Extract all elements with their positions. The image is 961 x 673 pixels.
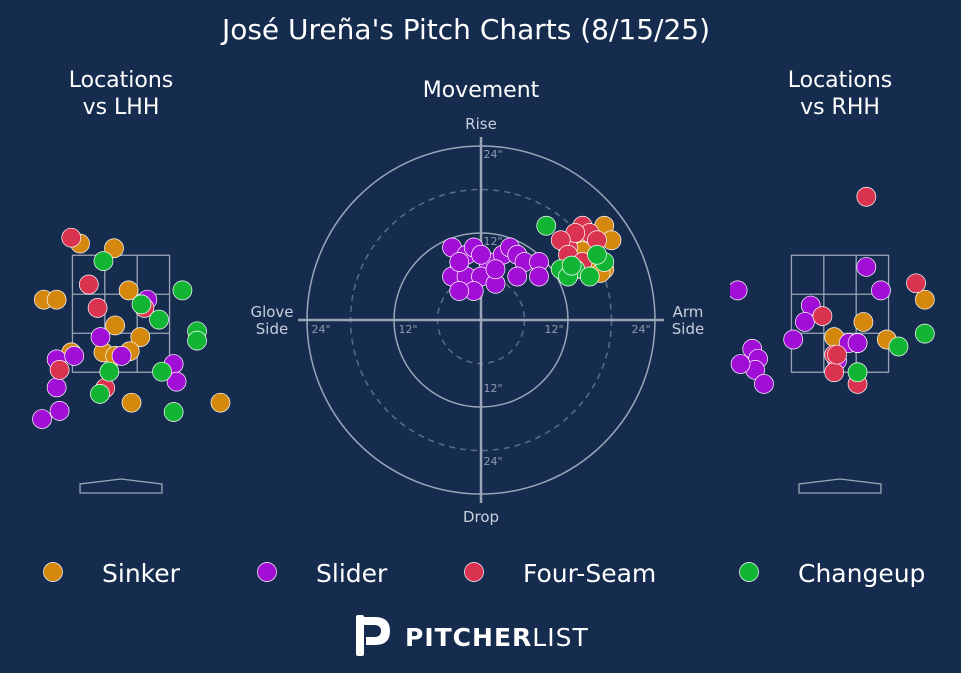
legend-label: Sinker xyxy=(102,559,181,588)
pitch-point-four-seam xyxy=(61,227,82,248)
home-plate xyxy=(798,478,882,494)
axis-label-drop: Drop xyxy=(463,508,499,526)
pitch-point-slider xyxy=(111,346,132,366)
pitch-point-slider xyxy=(856,257,877,277)
pitch-point-sinker xyxy=(130,327,151,347)
pitch-point-changeup xyxy=(93,251,114,271)
legend-label: Slider xyxy=(316,559,388,588)
pitch-point-sinker xyxy=(105,315,126,336)
pitch-point-four-seam xyxy=(856,186,877,207)
pitch-point-slider xyxy=(795,312,815,332)
movement-point-slider xyxy=(449,252,470,272)
pitcherlist-logo-text: PITCHERLIST xyxy=(405,623,589,652)
pitch-point-changeup xyxy=(172,280,193,301)
pitch-point-four-seam xyxy=(824,362,845,383)
pitch-points xyxy=(32,227,231,429)
legend-item-sinker: Sinker xyxy=(43,559,181,588)
ring-label: 12" xyxy=(398,323,417,336)
movement-point-changeup xyxy=(561,255,582,276)
pitch-point-slider xyxy=(49,401,70,421)
movement-point-slider xyxy=(471,244,491,265)
movement-point-changeup xyxy=(587,244,607,265)
legend-marker xyxy=(464,562,484,582)
movement-point-slider xyxy=(485,259,506,280)
pitch-point-slider xyxy=(90,327,111,347)
legend-item-slider: Slider xyxy=(257,559,388,588)
pitch-point-four-seam xyxy=(78,274,99,295)
pitch-points xyxy=(730,186,935,394)
pitch-point-sinker xyxy=(210,392,231,413)
legend-item-four-seam: Four-Seam xyxy=(464,559,656,588)
pitch-point-slider xyxy=(847,333,868,353)
pitch-point-four-seam xyxy=(87,298,108,318)
pitch-point-slider xyxy=(166,371,187,392)
pitcherlist-logo-mark xyxy=(356,615,390,656)
pitch-point-four-seam xyxy=(827,344,847,365)
panel-title: Movement xyxy=(423,78,540,103)
pitch-point-changeup xyxy=(99,361,120,382)
panel-title: Locations vs LHH xyxy=(69,68,174,120)
axis-label-rise: Rise xyxy=(465,115,497,133)
pitch-point-changeup xyxy=(131,294,152,315)
pitch-point-changeup xyxy=(163,402,184,422)
pitch-point-slider xyxy=(730,280,748,301)
movement-point-changeup xyxy=(536,215,557,236)
ring-label: 24" xyxy=(483,455,502,468)
pitch-point-four-seam xyxy=(906,273,926,294)
pitch-point-changeup xyxy=(90,384,110,404)
pitch-point-four-seam xyxy=(812,306,833,326)
ring-label: 12" xyxy=(483,382,502,395)
pitch-point-sinker xyxy=(914,289,935,310)
legend-label: Four-Seam xyxy=(523,559,656,588)
movement-panel: Movement Rise Drop Glove Side Arm Side 24" 12" 12… xyxy=(250,78,704,526)
legend-marker xyxy=(43,562,63,582)
ring-label: 12" xyxy=(544,323,563,336)
pitch-point-slider xyxy=(32,409,52,429)
figure-title: José Ureña's Pitch Charts (8/15/25) xyxy=(220,13,710,46)
pitcherlist-logo: PITCHERLIST xyxy=(356,615,589,656)
pitch-point-slider xyxy=(64,346,85,366)
axis-label-glove-side: Glove Side xyxy=(250,303,293,338)
pitch-point-four-seam xyxy=(49,360,70,380)
pitch-point-slider xyxy=(46,377,67,398)
home-plate xyxy=(79,478,163,494)
strike-zone-box xyxy=(71,254,171,373)
ring-label: 24" xyxy=(311,323,330,336)
pitch-point-slider xyxy=(754,374,774,394)
ring-label: 24" xyxy=(483,148,502,161)
lhh-locations-panel: Locations vs LHH xyxy=(32,68,231,494)
movement-point-slider xyxy=(449,281,470,301)
legend-marker xyxy=(257,562,277,582)
pitch-point-changeup xyxy=(187,330,207,351)
pitch-point-slider xyxy=(730,354,751,374)
pitch-point-slider xyxy=(783,329,804,350)
pitch-point-changeup xyxy=(152,361,172,382)
movement-point-slider xyxy=(529,266,549,287)
ring-label: 24" xyxy=(631,323,650,336)
pitch-point-changeup xyxy=(847,362,868,383)
movement-points xyxy=(442,215,622,301)
legend-label: Changeup xyxy=(798,559,925,588)
pitch-point-sinker xyxy=(118,280,139,301)
pitch-point-slider xyxy=(871,280,891,301)
panel-title: Locations vs RHH xyxy=(788,68,893,120)
pitch-point-sinker xyxy=(104,238,124,259)
movement-point-slider xyxy=(507,266,528,287)
rhh-locations-panel: Locations vs RHH xyxy=(730,68,935,494)
pitch-type-legend: Sinker Slider Four-Seam Changeup xyxy=(43,559,925,588)
ring-label: 12" xyxy=(483,235,502,248)
pitch-point-sinker xyxy=(121,392,142,413)
pitch-point-changeup xyxy=(888,336,909,357)
pitch-point-changeup xyxy=(149,309,169,330)
legend-marker xyxy=(739,562,759,582)
pitch-point-changeup xyxy=(914,323,935,344)
legend-item-changeup: Changeup xyxy=(739,559,925,588)
pitch-point-sinker xyxy=(46,289,67,310)
axis-label-arm-side: Arm Side xyxy=(672,303,704,338)
movement-point-changeup xyxy=(579,266,600,287)
pitch-point-sinker xyxy=(853,312,874,332)
